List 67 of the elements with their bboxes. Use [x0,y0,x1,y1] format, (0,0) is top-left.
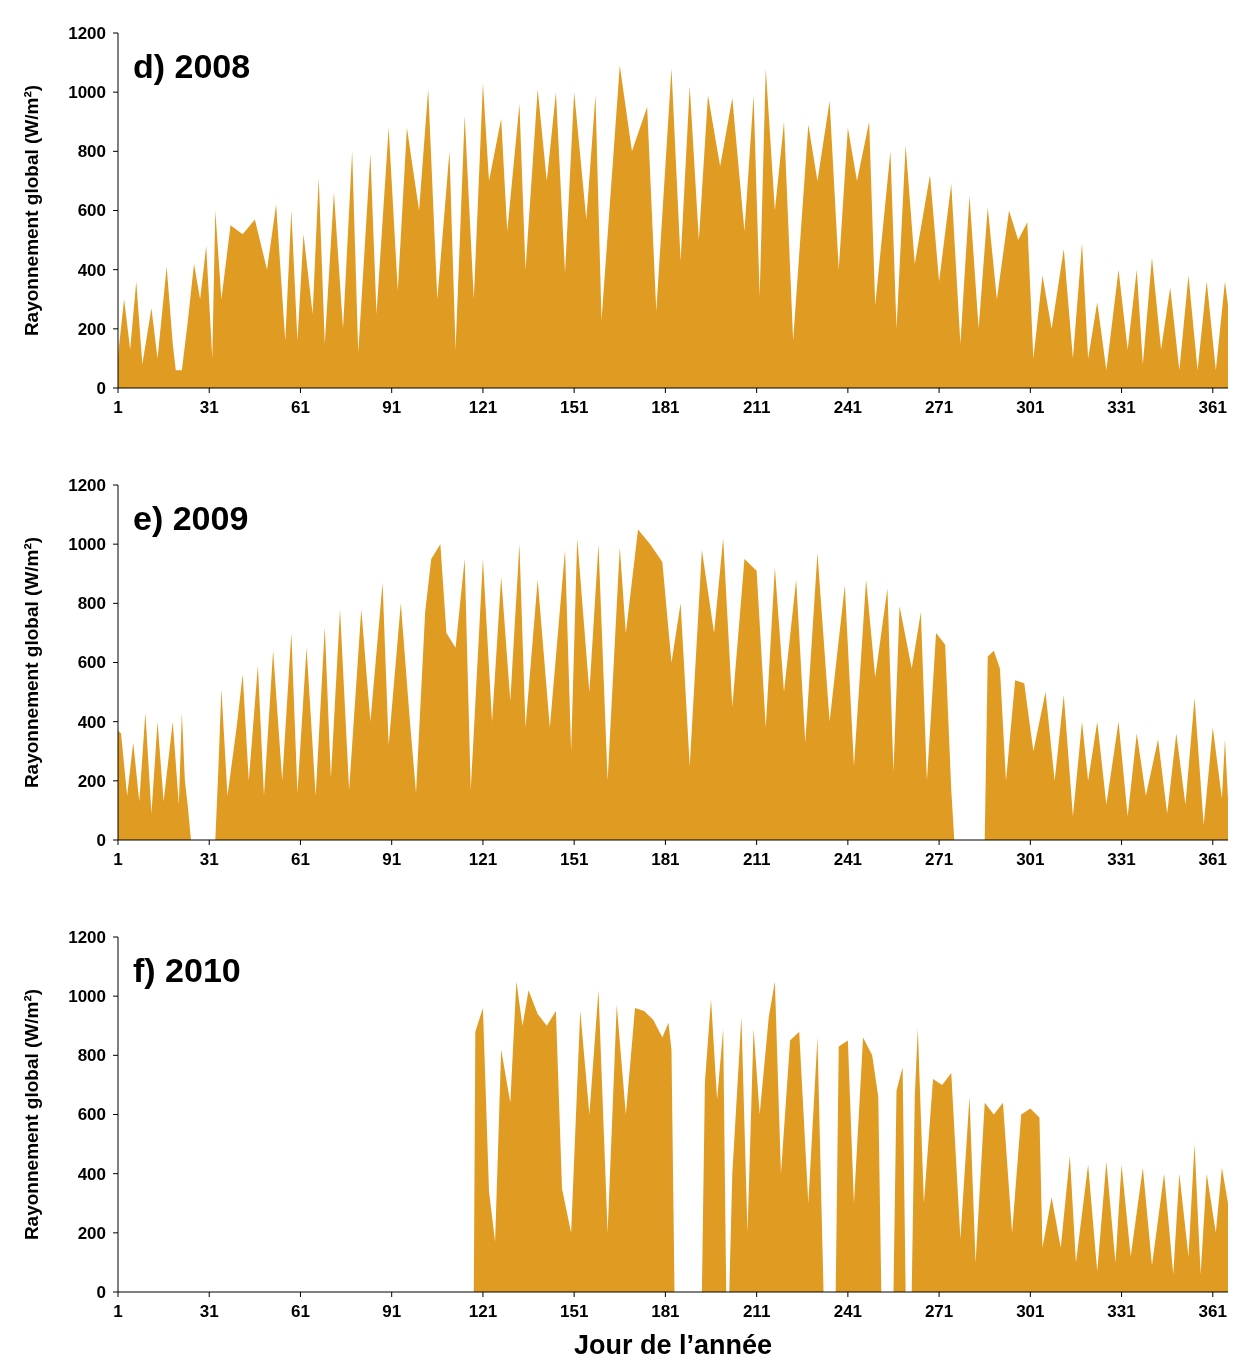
y-tick-label: 800 [77,1046,106,1066]
y-tick-label: 800 [77,142,106,162]
x-tick-label: 331 [1107,1302,1136,1321]
x-tick-label: 211 [742,850,771,869]
x-tick-label: 181 [651,1302,680,1321]
y-tick-label: 0 [96,1282,106,1302]
x-tick-label: 61 [291,398,310,417]
y-tick-label: 200 [77,319,106,339]
x-tick-label: 1 [113,850,123,869]
y-tick-label: 400 [77,712,106,732]
x-tick-label: 121 [468,850,498,869]
x-tick-label: 91 [382,850,402,869]
y-axis-title: Rayonnement global (W/m²) [21,84,42,337]
x-tick-label: 31 [199,398,219,417]
y-tick-label: 0 [96,830,106,850]
y-tick-label: 1200 [68,23,106,43]
x-tick-label: 91 [382,398,402,417]
x-tick-label: 271 [924,1302,954,1321]
x-tick-label: 361 [1198,850,1227,869]
y-axis-title: Rayonnement global (W/m²) [21,988,42,1241]
x-tick-label: 271 [924,398,954,417]
x-tick-label: 361 [1198,1302,1227,1321]
y-tick-label: 1000 [68,987,106,1007]
x-tick-label: 61 [291,850,310,869]
x-tick-label: 61 [291,1302,310,1321]
x-tick-label: 241 [833,1302,863,1321]
chart-title: d) 2008 [133,47,251,85]
x-tick-label: 271 [924,850,954,869]
y-tick-label: 0 [96,378,106,398]
y-tick-label: 400 [77,1164,106,1184]
x-tick-label: 151 [559,398,589,417]
x-tick-label: 121 [468,1302,498,1321]
y-tick-label: 600 [77,653,106,673]
x-tick-label: 181 [651,850,680,869]
y-tick-label: 400 [77,260,106,280]
x-tick-label: 1 [113,1302,123,1321]
x-tick-label: 331 [1107,398,1136,417]
y-tick-label: 1000 [68,83,106,103]
y-tick-label: 600 [77,201,106,221]
y-tick-label: 1000 [68,535,106,555]
x-tick-label: 211 [742,1302,771,1321]
y-tick-label: 1200 [68,475,106,495]
x-tick-label: 151 [559,1302,589,1321]
x-tick-label: 301 [1016,1302,1045,1321]
chart-title: e) 2009 [133,499,249,537]
x-tick-label: 151 [559,850,589,869]
x-tick-label: 121 [468,398,498,417]
x-tick-label: 241 [833,850,863,869]
x-tick-label: 301 [1016,398,1045,417]
x-tick-label: 31 [199,850,219,869]
x-tick-label: 301 [1016,850,1045,869]
x-tick-label: 1 [113,398,123,417]
x-tick-label: 31 [199,1302,219,1321]
x-tick-label: 241 [833,398,863,417]
y-axis-title: Rayonnement global (W/m²) [21,536,42,789]
x-tick-label: 211 [742,398,771,417]
chart-title: f) 2010 [133,951,241,989]
x-tick-label: 91 [382,1302,402,1321]
y-tick-label: 200 [77,771,106,791]
x-axis-title: Jour de l’année [573,1330,773,1360]
x-tick-label: 331 [1107,850,1136,869]
y-tick-label: 600 [77,1105,106,1125]
y-tick-label: 1200 [68,927,106,947]
y-tick-label: 200 [77,1223,106,1243]
y-tick-label: 800 [77,594,106,614]
x-tick-label: 181 [651,398,680,417]
x-tick-label: 361 [1198,398,1227,417]
